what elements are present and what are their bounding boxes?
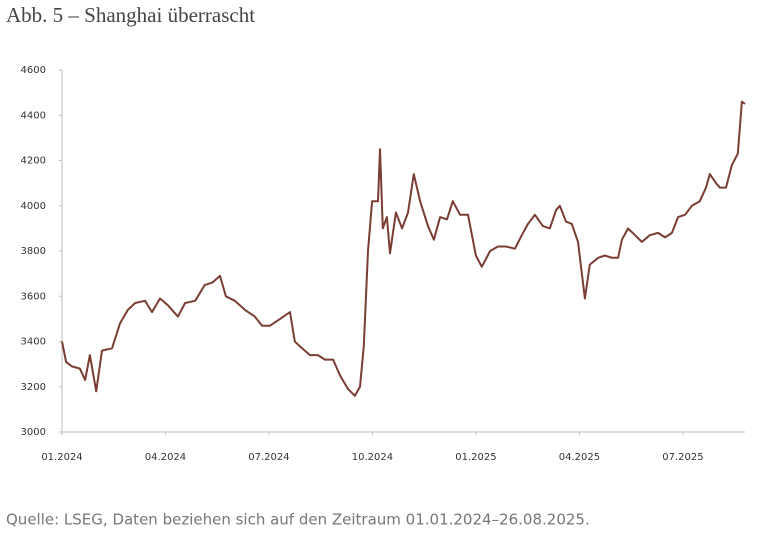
y-tick-label: 4200: [21, 156, 46, 167]
x-tick-label: 01.2025: [455, 452, 496, 463]
y-tick-label: 4000: [21, 201, 46, 212]
y-tick-label: 4400: [21, 110, 46, 121]
x-tick-label: 04.2025: [559, 452, 600, 463]
y-tick-label: 4600: [21, 65, 46, 76]
source: Quelle: LSEG, Daten beziehen sich auf de…: [6, 511, 590, 529]
x-tick-label: 07.2024: [248, 452, 289, 463]
chart-title: Abb. 5 – Shanghai überrascht: [6, 3, 255, 27]
y-tick-label: 3800: [21, 246, 46, 257]
series-line: [61, 100, 746, 397]
y-tick-label: 3000: [21, 427, 46, 438]
y-tick-label: 3400: [21, 337, 46, 348]
x-tick-label: 04.2024: [145, 452, 186, 463]
x-tick-label: 10.2024: [352, 452, 393, 463]
x-tick-label: 01.2024: [41, 452, 82, 463]
y-tick-label: 3600: [21, 291, 46, 302]
y-tick-label: 3200: [21, 382, 46, 393]
x-tick-label: 07.2025: [662, 452, 703, 463]
